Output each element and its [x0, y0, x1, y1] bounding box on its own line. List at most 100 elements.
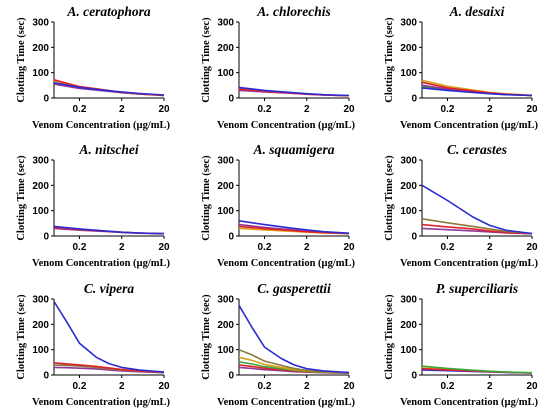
x-tick-label: 2 — [119, 104, 125, 115]
x-tick-label: 20 — [526, 381, 538, 392]
series-line — [421, 365, 533, 374]
chart-title: A. squamigera — [252, 142, 334, 157]
x-tick-label: 2 — [304, 381, 310, 392]
y-tick-label: 200 — [400, 181, 417, 192]
x-tick-label: 0.2 — [257, 242, 271, 253]
x-tick-label: 0.2 — [440, 381, 454, 392]
y-tick-label: 0 — [411, 371, 417, 382]
y-tick-label: 100 — [217, 206, 234, 217]
chart-panel: C. gasperettii 0 100 200 300 0.2 2 20 Venom Conc… — [201, 281, 356, 408]
x-tick-label: 20 — [158, 104, 170, 115]
x-axis-label: Venom Concentration (µg/mL) — [217, 258, 356, 269]
y-tick-label: 300 — [32, 295, 49, 306]
x-tick-label: 0.2 — [257, 104, 271, 115]
chart-panel: A. nitschei 0 100 200 300 0.2 2 20 Venom Concent… — [16, 142, 171, 269]
chart-panel: P. superciliaris 0 100 200 300 0.2 2 20 Venom Co… — [384, 281, 539, 408]
chart-panel: A. chlorechis 0 100 200 300 0.2 2 20 Venom Conce… — [201, 4, 356, 131]
y-tick-label: 200 — [32, 181, 49, 192]
x-axis-label: Venom Concentration (µg/mL) — [32, 120, 171, 131]
series-line — [238, 220, 350, 234]
chart-panel: A. ceratophora 0 100 200 300 0.2 2 20 Venom Conc… — [16, 4, 171, 131]
series-line — [238, 86, 350, 97]
x-tick-label: 0.2 — [72, 381, 86, 392]
x-tick-label: 20 — [343, 242, 355, 253]
y-tick-label: 0 — [228, 94, 234, 105]
x-axis-label: Venom Concentration (µg/mL) — [32, 258, 171, 269]
y-tick-label: 300 — [217, 18, 234, 29]
x-axis-label: Venom Concentration (µg/mL) — [400, 120, 539, 131]
x-tick-label: 2 — [119, 381, 125, 392]
chart-title: A. chlorechis — [256, 4, 331, 19]
series-line — [238, 225, 350, 235]
y-tick-label: 0 — [43, 371, 49, 382]
series-line — [53, 82, 165, 96]
x-tick-label: 0.2 — [440, 242, 454, 253]
y-tick-label: 0 — [411, 232, 417, 243]
chart-title: P. superciliaris — [436, 281, 518, 296]
y-tick-label: 0 — [228, 232, 234, 243]
chart-title: C. vipera — [84, 281, 134, 296]
y-tick-label: 300 — [400, 18, 417, 29]
series-line — [53, 301, 165, 373]
x-tick-label: 20 — [158, 242, 170, 253]
y-tick-label: 200 — [32, 43, 49, 54]
y-tick-label: 100 — [32, 68, 49, 79]
series-line — [53, 362, 165, 373]
y-axis-label: Clotting Time (sec) — [201, 155, 212, 241]
x-tick-label: 0.2 — [257, 381, 271, 392]
y-axis-label: Clotting Time (sec) — [384, 17, 395, 103]
y-tick-label: 300 — [400, 295, 417, 306]
x-tick-label: 2 — [487, 242, 493, 253]
series-line — [53, 225, 165, 235]
y-axis-label: Clotting Time (sec) — [16, 17, 27, 103]
chart-panel: C. cerastes 0 100 200 300 0.2 2 20 Venom Concent… — [384, 142, 539, 269]
x-tick-label: 20 — [343, 104, 355, 115]
y-tick-label: 0 — [228, 371, 234, 382]
y-tick-label: 300 — [32, 18, 49, 29]
y-tick-label: 200 — [400, 320, 417, 331]
x-axis-label: Venom Concentration (µg/mL) — [217, 120, 356, 131]
y-tick-label: 300 — [217, 156, 234, 167]
x-tick-label: 0.2 — [72, 104, 86, 115]
y-axis-label: Clotting Time (sec) — [16, 155, 27, 241]
series-line — [421, 218, 533, 235]
y-tick-label: 200 — [400, 43, 417, 54]
x-tick-label: 2 — [304, 242, 310, 253]
y-tick-label: 300 — [32, 156, 49, 167]
series-line — [238, 348, 350, 374]
y-axis-label: Clotting Time (sec) — [201, 17, 212, 103]
x-axis-label: Venom Concentration (µg/mL) — [400, 258, 539, 269]
y-tick-label: 100 — [32, 206, 49, 217]
y-tick-label: 100 — [217, 345, 234, 356]
chart-title: A. ceratophora — [66, 4, 151, 19]
y-tick-label: 200 — [32, 320, 49, 331]
y-tick-label: 300 — [400, 156, 417, 167]
x-tick-label: 0.2 — [440, 104, 454, 115]
x-tick-label: 2 — [119, 242, 125, 253]
chart-title: A. desaixi — [449, 4, 505, 19]
x-tick-label: 20 — [158, 381, 170, 392]
y-tick-label: 100 — [32, 345, 49, 356]
y-tick-label: 200 — [217, 320, 234, 331]
chart-panel: A. squamigera 0 100 200 300 0.2 2 20 Venom Conce… — [201, 142, 356, 269]
y-tick-label: 300 — [217, 295, 234, 306]
x-tick-label: 2 — [487, 104, 493, 115]
y-axis-label: Clotting Time (sec) — [384, 155, 395, 241]
series-line — [421, 184, 533, 235]
chart-title: C. cerastes — [447, 142, 507, 157]
y-tick-label: 100 — [217, 68, 234, 79]
y-axis-label: Clotting Time (sec) — [384, 294, 395, 380]
chart-title: C. gasperettii — [257, 281, 331, 296]
y-tick-label: 0 — [43, 232, 49, 243]
x-axis-label: Venom Concentration (µg/mL) — [400, 397, 539, 408]
x-tick-label: 20 — [343, 381, 355, 392]
x-tick-label: 2 — [304, 104, 310, 115]
y-tick-label: 0 — [411, 94, 417, 105]
series-line — [421, 223, 533, 235]
x-tick-label: 20 — [526, 242, 538, 253]
chart-panel: A. desaixi 0 100 200 300 0.2 2 20 Venom Concentr… — [384, 4, 539, 131]
series-line — [238, 304, 350, 374]
x-tick-label: 0.2 — [72, 242, 86, 253]
y-tick-label: 100 — [400, 68, 417, 79]
